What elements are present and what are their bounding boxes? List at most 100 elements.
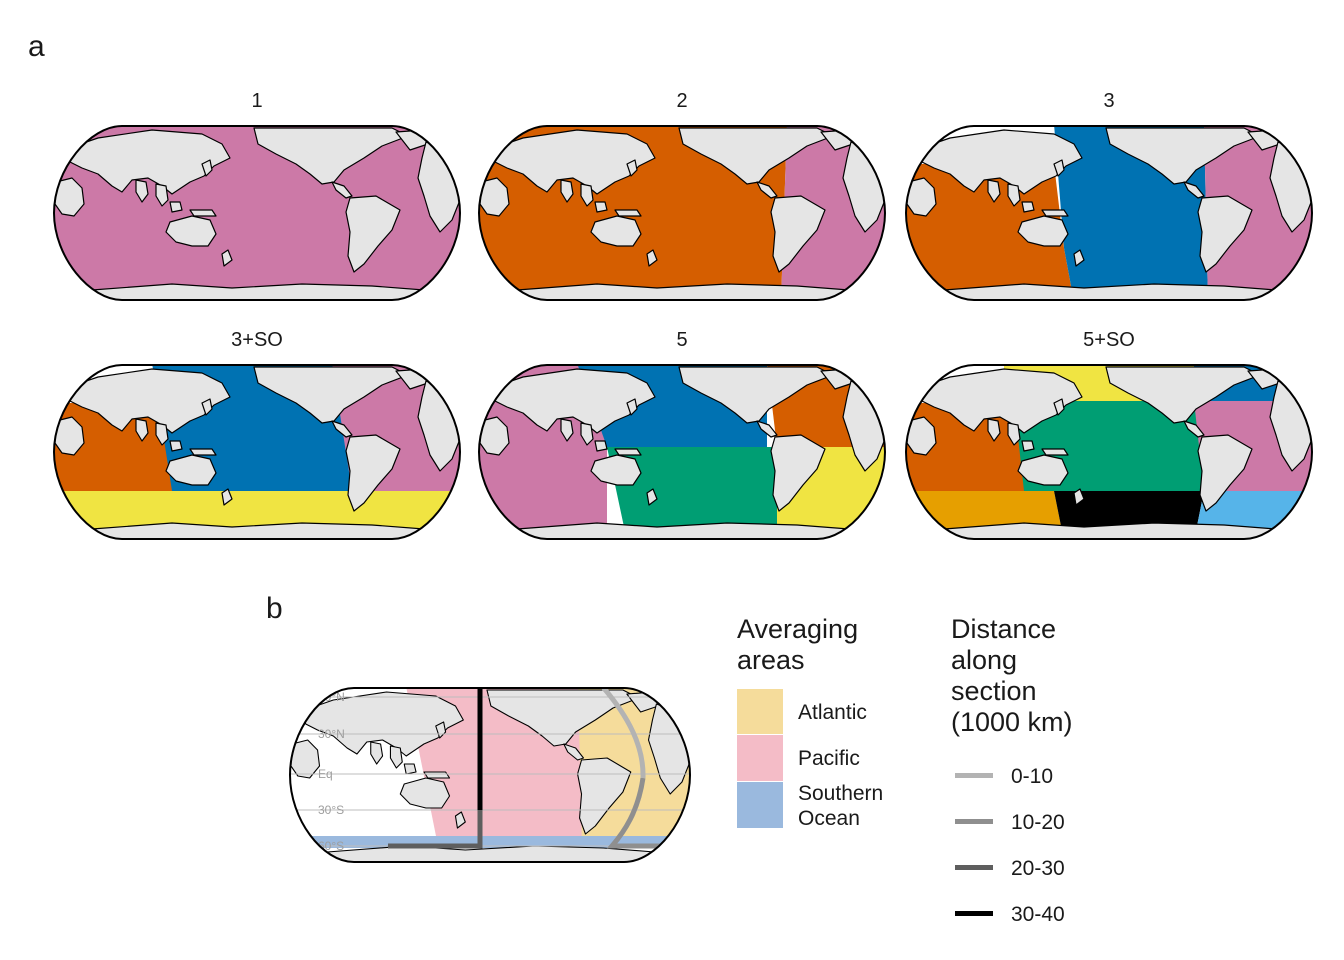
africa-west-land — [290, 739, 321, 779]
india-land — [135, 418, 149, 442]
graticule-label: 60°S — [318, 839, 344, 853]
new-guinea-land — [423, 771, 451, 779]
eurasia-land — [65, 129, 231, 195]
legend-line-30-40 — [955, 911, 993, 916]
map-regions-5so — [904, 364, 1314, 540]
south-america-land — [770, 434, 826, 512]
map-title-2: 2 — [676, 90, 688, 112]
australia-land — [165, 215, 217, 247]
section-10-20 — [606, 777, 690, 849]
south-america-land — [770, 195, 826, 273]
map-title-1: 1 — [251, 90, 263, 112]
india-land — [560, 179, 574, 203]
section-0-10 — [600, 688, 646, 779]
legend-areas-title: Averaging areas — [737, 614, 859, 675]
region-indian — [906, 164, 1074, 300]
japan-land — [1053, 159, 1065, 177]
south-america-land — [1197, 434, 1253, 512]
africa-west-land — [906, 416, 937, 456]
japan-land — [1053, 398, 1065, 416]
japan-land — [201, 159, 213, 177]
japan-land — [626, 159, 638, 177]
map-title-5so: 5+SO — [1083, 329, 1135, 351]
new-zealand-land — [221, 249, 233, 267]
antarctica-land — [516, 283, 850, 300]
map-title-3: 3 — [1103, 90, 1115, 112]
new-guinea-land — [1041, 209, 1069, 217]
panel-a-label: a — [28, 30, 45, 63]
central-america-land — [756, 181, 778, 199]
borneo-land — [169, 201, 183, 213]
map-outline — [288, 687, 692, 863]
africa-west-land — [906, 177, 937, 217]
map-regions-2 — [477, 125, 887, 301]
borneo-land — [594, 440, 608, 452]
japan-land — [201, 398, 213, 416]
legend-label-pacific: Pacific — [798, 747, 860, 770]
map-outline — [904, 364, 1314, 540]
borneo-land — [403, 763, 417, 775]
central-america-land — [563, 743, 585, 761]
indochina-land — [1007, 183, 1021, 207]
africa-west-land — [54, 416, 85, 456]
indochina-land — [389, 745, 403, 769]
central-america-land — [331, 181, 353, 199]
south-america-land — [345, 195, 401, 273]
india-land — [370, 741, 384, 765]
central-america-land — [1183, 181, 1205, 199]
legend-label-10-20: 10-20 — [1011, 811, 1065, 834]
legend-label-southern-ocean: Southern Ocean — [798, 782, 884, 830]
legend-line-10-20 — [955, 819, 993, 824]
africa-west-land — [479, 177, 510, 217]
map-regions-3so — [52, 364, 462, 540]
legend-label-0-10: 0-10 — [1011, 765, 1054, 788]
map-regions-1 — [52, 125, 462, 301]
new-zealand-land — [221, 488, 233, 506]
region-south-pacific — [607, 447, 777, 539]
indochina-land — [155, 183, 169, 207]
legend-label-20-30: 20-30 — [1011, 857, 1065, 880]
borneo-land — [1021, 201, 1035, 213]
graticule-label: 30°S — [318, 803, 344, 817]
new-guinea-land — [1041, 448, 1069, 456]
africa-west-land — [479, 416, 510, 456]
map-title-5: 5 — [676, 329, 688, 351]
eurasia-land — [65, 368, 231, 434]
antarctica-land — [943, 283, 1277, 300]
central-america-land — [331, 420, 353, 438]
indochina-land — [580, 422, 594, 446]
new-zealand-land — [1073, 249, 1085, 267]
australia-land — [590, 215, 642, 247]
australia-land — [399, 777, 451, 809]
south-america-land — [345, 434, 401, 512]
eurasia-land — [917, 129, 1083, 195]
new-guinea-land — [614, 448, 642, 456]
eurasia-land — [301, 691, 464, 757]
map-outline — [52, 125, 462, 301]
australia-land — [590, 454, 642, 486]
new-zealand-land — [646, 249, 658, 267]
graticule-label: 30°N — [318, 727, 345, 741]
map-regions-5 — [477, 364, 887, 540]
australia-land — [1017, 215, 1069, 247]
india-land — [560, 418, 574, 442]
eurasia-land — [917, 368, 1083, 434]
australia-land — [1017, 454, 1069, 486]
legend-line-20-30 — [955, 865, 993, 870]
map-outline — [477, 364, 887, 540]
borneo-land — [169, 440, 183, 452]
borneo-land — [1021, 440, 1035, 452]
indochina-land — [580, 183, 594, 207]
south-america-land — [1197, 195, 1253, 273]
central-america-land — [1183, 420, 1205, 438]
eurasia-land — [490, 129, 656, 195]
antarctica-land — [516, 522, 850, 539]
indochina-land — [1007, 422, 1021, 446]
indochina-land — [155, 422, 169, 446]
map-outline — [904, 125, 1314, 301]
map-regions-3 — [904, 125, 1314, 301]
new-guinea-land — [189, 209, 217, 217]
antarctica-land — [91, 522, 425, 539]
antarctica-land — [91, 283, 425, 300]
